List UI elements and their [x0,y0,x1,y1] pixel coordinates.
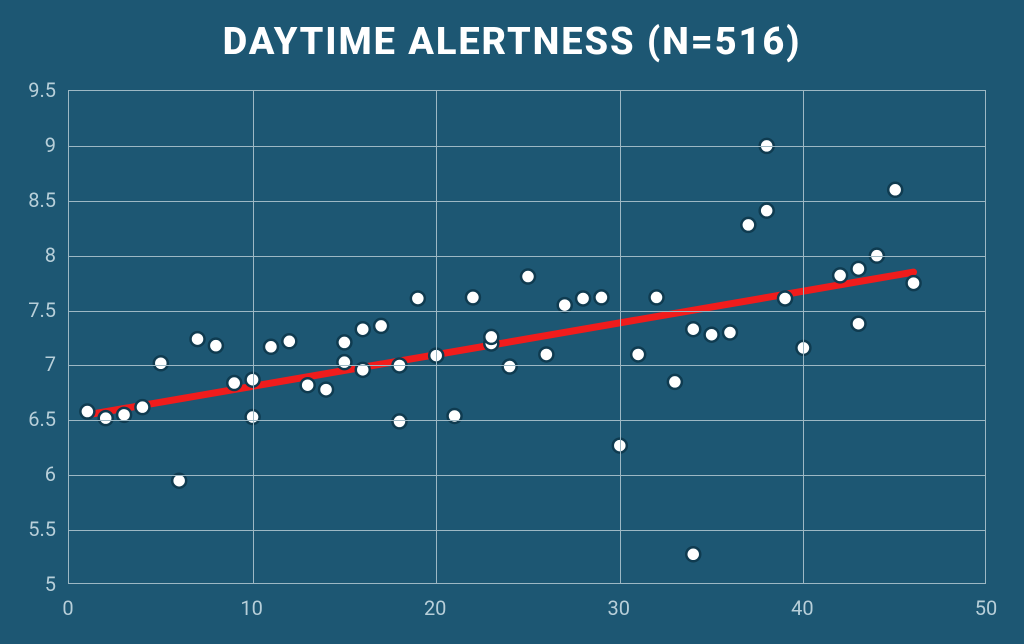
scatter-point [907,276,921,290]
x-tick-label: 10 [240,596,262,620]
chart-container: DAYTIME ALERTNESS (N=516) 5 5.5 6 6.5 7 7.5 8 8… [0,0,1024,644]
scatter-point [760,204,774,218]
scatter-point [723,326,737,340]
x-tick-label: 50 [975,596,997,620]
x-tick-label: 20 [424,596,446,620]
y-tick-label: 5 [6,572,56,596]
scatter-point [246,410,260,424]
scatter-point [851,262,865,276]
scatter-point [833,268,847,282]
y-tick-label: 6 [6,462,56,486]
chart-svg [69,91,987,585]
scatter-point [686,547,700,561]
y-tick-label: 7 [6,352,56,376]
y-tick-label: 7.5 [6,298,56,322]
scatter-point [686,322,700,336]
y-tick-label: 5.5 [6,517,56,541]
scatter-point [356,363,370,377]
scatter-point [392,414,406,428]
scatter-point [282,334,296,348]
x-tick-label: 30 [608,596,630,620]
scatter-point [191,332,205,346]
y-tick-label: 8 [6,243,56,267]
scatter-point [741,218,755,232]
scatter-point [172,474,186,488]
scatter-point [613,439,627,453]
scatter-point [851,317,865,331]
scatter-point [870,249,884,263]
scatter-point [539,347,553,361]
y-tick-label: 6.5 [6,407,56,431]
scatter-point [760,139,774,153]
scatter-point [337,355,351,369]
y-tick-label: 9.5 [6,78,56,102]
x-tick-label: 40 [791,596,813,620]
scatter-point [484,330,498,344]
scatter-point [796,341,810,355]
scatter-point [448,409,462,423]
scatter-point [631,347,645,361]
scatter-point [209,339,223,353]
scatter-point [558,298,572,312]
scatter-point [411,291,425,305]
scatter-point [392,358,406,372]
scatter-point [80,405,94,419]
scatter-point [576,291,590,305]
scatter-point [650,290,664,304]
x-tick-label: 0 [62,596,73,620]
scatter-point [705,328,719,342]
scatter-point [99,411,113,425]
scatter-point [466,290,480,304]
scatter-point [154,356,168,370]
scatter-point [264,340,278,354]
scatter-point [319,383,333,397]
scatter-point [888,183,902,197]
chart-title: DAYTIME ALERTNESS (N=516) [0,20,1024,64]
scatter-point [668,375,682,389]
scatter-point [594,290,608,304]
scatter-point [429,349,443,363]
scatter-point [135,400,149,414]
scatter-point [301,378,315,392]
scatter-point [356,322,370,336]
scatter-point [521,270,535,284]
scatter-point [117,408,131,422]
scatter-point [246,373,260,387]
scatter-point [503,360,517,374]
scatter-point [374,319,388,333]
y-tick-label: 9 [6,133,56,157]
y-tick-label: 8.5 [6,188,56,212]
scatter-point [227,376,241,390]
plot-area [68,90,986,584]
scatter-point [337,335,351,349]
scatter-point [778,291,792,305]
